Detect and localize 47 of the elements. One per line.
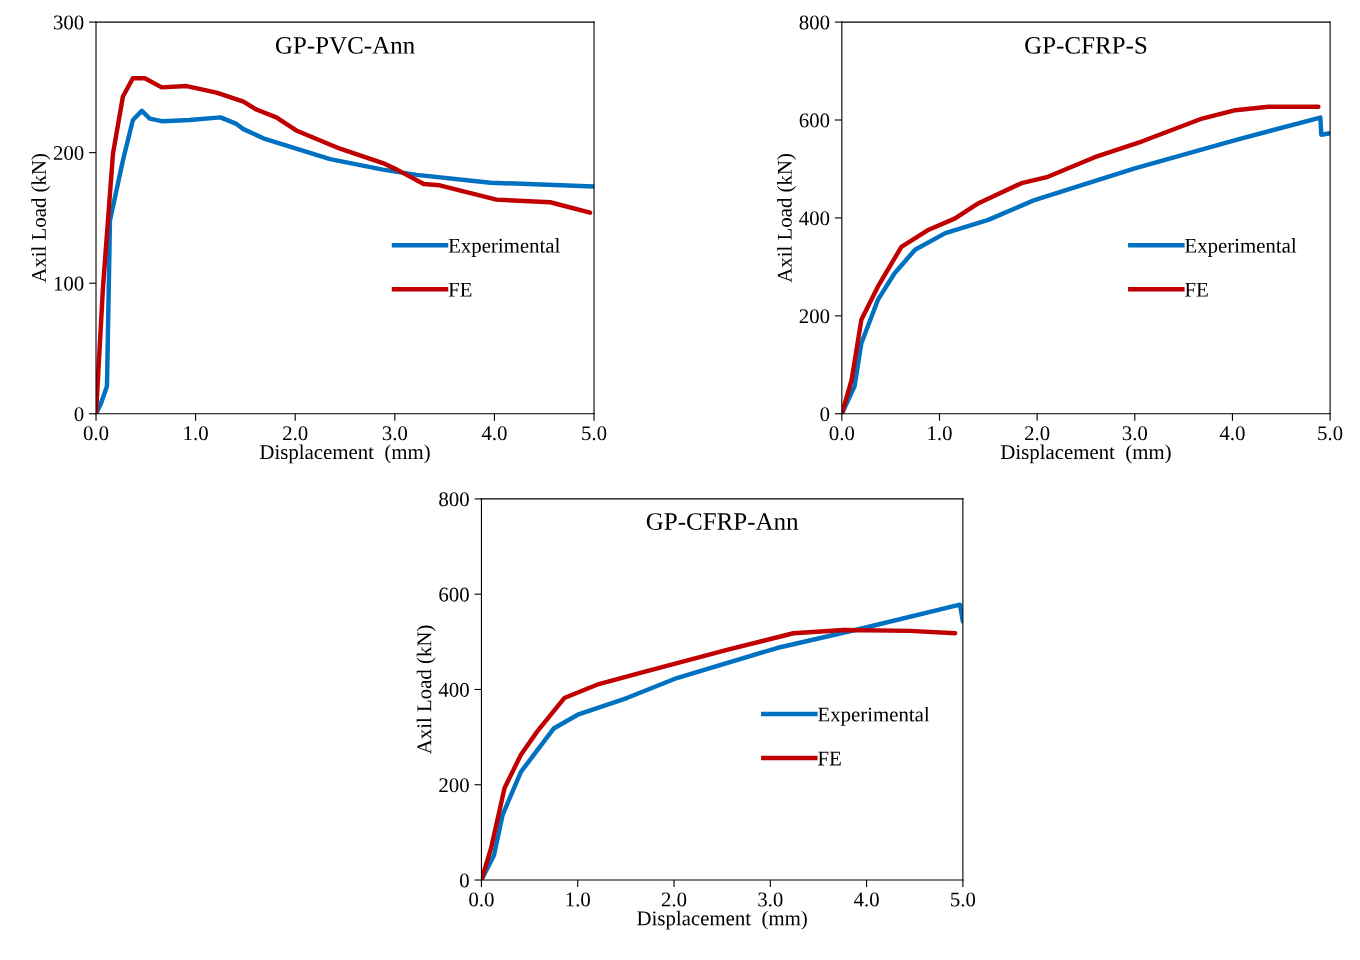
y-tick-label: 100 bbox=[54, 276, 84, 291]
y-tick-label: 400 bbox=[438, 682, 469, 697]
y-tick-label: 200 bbox=[53, 146, 84, 161]
legend-label: FE bbox=[1185, 282, 1208, 297]
y-axis-title: Axil Load (kN) bbox=[777, 154, 797, 283]
y-tick-label: 800 bbox=[439, 492, 469, 507]
x-tick-label: 5.0 bbox=[1318, 426, 1343, 441]
x-tick-label: 4.0 bbox=[1219, 426, 1245, 441]
x-tick-label: 5.0 bbox=[951, 892, 976, 907]
chart-title: GP-PVC-Ann bbox=[275, 37, 415, 54]
y-axis-title: Axil Load (kN) bbox=[416, 625, 436, 755]
x-tick-label: 5.0 bbox=[582, 426, 607, 441]
y-axis-title: Axil Load (kN) bbox=[31, 154, 51, 283]
chart-title: GP-CFRP-Ann bbox=[646, 513, 799, 530]
y-tick-label: 0 bbox=[460, 873, 469, 888]
y-tick-label: 800 bbox=[799, 15, 830, 30]
x-tick-label: 2.0 bbox=[1025, 426, 1050, 441]
legend-label: FE bbox=[818, 751, 841, 766]
x-tick-label: 0.0 bbox=[83, 426, 109, 441]
y-tick-label: 0 bbox=[820, 407, 830, 422]
x-tick-label: 1.0 bbox=[928, 426, 952, 441]
legend-label: Experimental bbox=[1185, 238, 1297, 257]
x-tick-label: 2.0 bbox=[661, 892, 687, 907]
y-tick-label: 600 bbox=[439, 587, 469, 602]
chart-title: GP-CFRP-S bbox=[1025, 37, 1147, 54]
y-tick-label: 200 bbox=[799, 309, 830, 324]
x-tick-label: 3.0 bbox=[1122, 426, 1148, 441]
y-tick-label: 400 bbox=[799, 211, 830, 226]
legend-label: FE bbox=[448, 282, 472, 297]
x-tick-label: 4.0 bbox=[853, 892, 879, 907]
x-tick-label: 1.0 bbox=[566, 892, 590, 907]
x-tick-label: 3.0 bbox=[758, 892, 783, 907]
x-tick-label: 0.0 bbox=[829, 426, 855, 441]
x-tick-label: 4.0 bbox=[481, 426, 507, 441]
x-tick-label: 1.0 bbox=[184, 426, 208, 441]
y-tick-label: 600 bbox=[799, 113, 830, 128]
legend-label: Experimental bbox=[818, 706, 930, 726]
x-tick-label: 0.0 bbox=[469, 892, 494, 907]
x-tick-label: 2.0 bbox=[283, 426, 308, 441]
y-tick-label: 0 bbox=[74, 407, 84, 422]
y-tick-label: 300 bbox=[53, 15, 84, 30]
legend-label: Experimental bbox=[448, 238, 560, 257]
x-tick-label: 3.0 bbox=[382, 426, 408, 441]
y-tick-label: 200 bbox=[439, 778, 469, 793]
x-axis-title: Displacement (mm) bbox=[1000, 444, 1171, 464]
x-axis-title: Displacement (mm) bbox=[260, 444, 430, 464]
x-axis-title: Displacement (mm) bbox=[637, 910, 807, 930]
